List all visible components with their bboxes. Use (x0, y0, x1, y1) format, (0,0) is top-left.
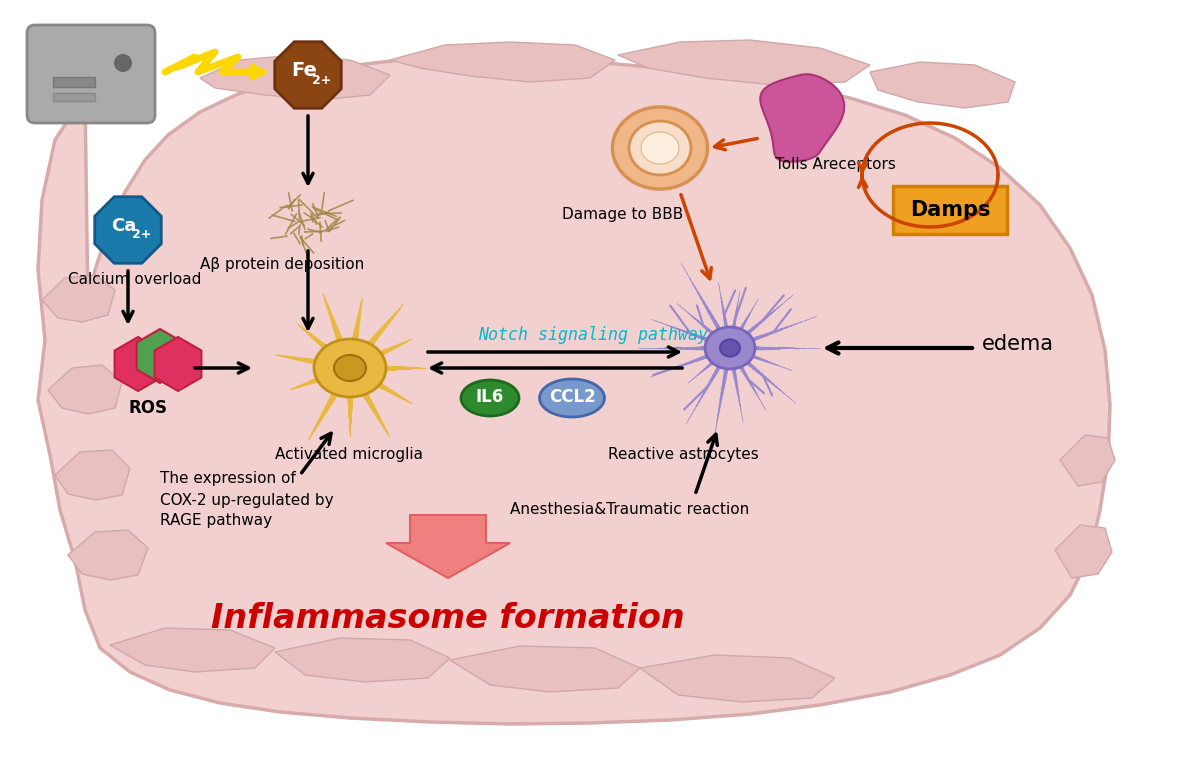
Ellipse shape (706, 327, 755, 369)
Polygon shape (450, 646, 640, 692)
Ellipse shape (612, 107, 708, 189)
Text: Damage to BBB: Damage to BBB (562, 207, 683, 222)
Polygon shape (1055, 525, 1112, 578)
Polygon shape (640, 655, 835, 702)
Polygon shape (137, 329, 184, 383)
Polygon shape (55, 450, 130, 500)
Polygon shape (200, 55, 390, 100)
Bar (53, 77, 95, 87)
Polygon shape (38, 57, 1110, 724)
Text: Fe: Fe (292, 61, 317, 80)
Polygon shape (110, 628, 275, 672)
Ellipse shape (461, 380, 520, 416)
Polygon shape (618, 40, 870, 85)
Text: 2+: 2+ (132, 228, 151, 241)
Polygon shape (1060, 435, 1115, 486)
Ellipse shape (314, 339, 386, 397)
Text: Anesthesia&Traumatic reaction: Anesthesia&Traumatic reaction (510, 502, 749, 518)
Polygon shape (68, 530, 148, 580)
Text: Inflammasome formation: Inflammasome formation (211, 601, 685, 635)
Bar (53, 93, 95, 101)
Polygon shape (275, 42, 341, 108)
Polygon shape (95, 197, 161, 263)
FancyBboxPatch shape (28, 25, 155, 123)
FancyBboxPatch shape (893, 186, 1007, 234)
Text: 2+: 2+ (312, 74, 331, 87)
Circle shape (114, 54, 132, 72)
Polygon shape (761, 74, 845, 162)
Polygon shape (115, 337, 161, 391)
Text: Tolls Areceptors: Tolls Areceptors (775, 157, 896, 173)
Text: CCL2: CCL2 (548, 388, 595, 406)
Text: Ca: Ca (112, 217, 137, 235)
Polygon shape (275, 638, 450, 682)
Ellipse shape (720, 340, 740, 357)
Polygon shape (42, 275, 115, 322)
Polygon shape (390, 42, 616, 82)
Text: The expression of
COX-2 up-regulated by
RAGE pathway: The expression of COX-2 up-regulated by … (160, 471, 334, 529)
Text: edema: edema (982, 334, 1054, 354)
Polygon shape (155, 337, 202, 391)
Text: Calcium overload: Calcium overload (68, 272, 202, 287)
Text: Damps: Damps (910, 200, 990, 220)
Polygon shape (386, 515, 510, 578)
Polygon shape (870, 62, 1015, 108)
Text: Notch signaling pathway: Notch signaling pathway (478, 326, 708, 344)
Text: ROS: ROS (128, 399, 168, 417)
Ellipse shape (641, 132, 679, 164)
Text: IL6: IL6 (476, 388, 504, 406)
Polygon shape (48, 365, 122, 414)
Text: Reactive astrocytes: Reactive astrocytes (608, 447, 758, 463)
Ellipse shape (540, 379, 605, 417)
Ellipse shape (334, 355, 366, 381)
Ellipse shape (629, 121, 691, 175)
Text: Aβ protein deposition: Aβ protein deposition (200, 258, 365, 272)
Text: Activated microglia: Activated microglia (275, 447, 424, 463)
